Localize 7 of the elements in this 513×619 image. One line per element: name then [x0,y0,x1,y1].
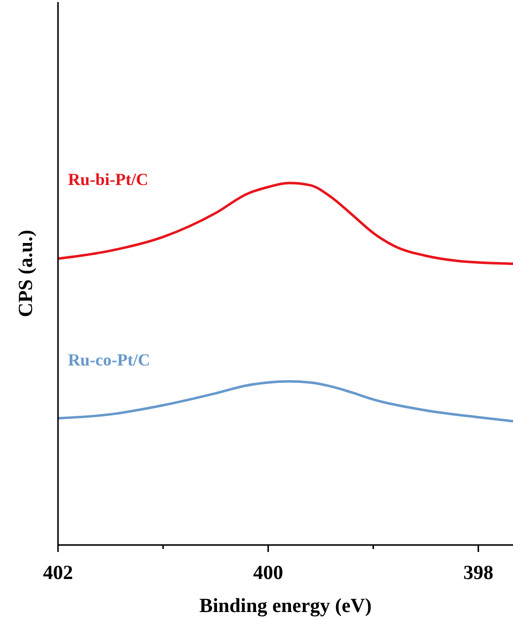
x-tick-label: 402 [43,562,73,584]
x-tick-label: 400 [253,562,284,584]
x-tick-label: 398 [463,562,494,584]
text: Ru-co-Pt/C [68,350,150,370]
text: Ru-bi-Pt/C [68,170,148,190]
x-axis-title: Binding energy (eV) [199,595,372,617]
y-axis-title: CPS (a.u.) [15,230,37,318]
